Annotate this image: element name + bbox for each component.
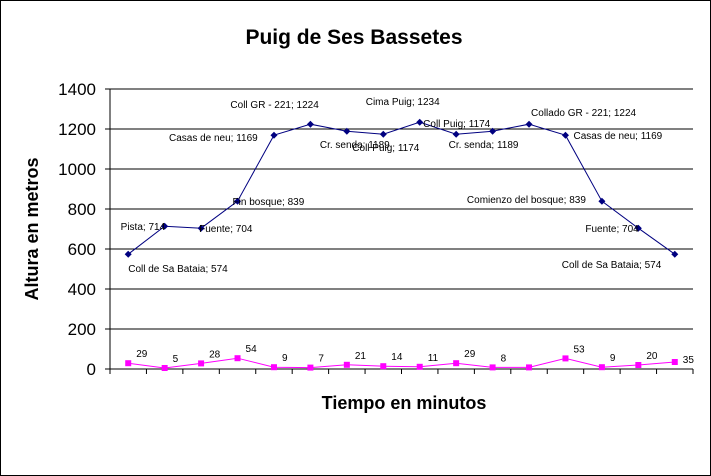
y-tick-label: 0 <box>87 360 96 379</box>
time-point <box>562 355 569 362</box>
altitude-data-label: Pista; 714 <box>121 222 166 233</box>
y-tick-label: 800 <box>68 200 96 219</box>
altitude-point <box>379 130 387 138</box>
altitude-data-label: Fuente; 704 <box>199 224 253 235</box>
altitude-point <box>525 120 533 128</box>
altitude-point <box>124 250 132 258</box>
y-tick-label: 1000 <box>58 160 96 179</box>
time-point <box>161 365 168 371</box>
altitude-point <box>343 127 351 135</box>
time-data-label: 35 <box>683 355 695 366</box>
y-tick-label: 200 <box>68 320 96 339</box>
altitude-data-label: Coll GR - 221; 1224 <box>230 100 319 111</box>
time-data-label: 53 <box>573 344 585 355</box>
time-point <box>198 360 205 367</box>
y-axis-title: Altura en metros <box>22 157 42 300</box>
altitude-point <box>270 131 278 139</box>
y-tick-label: 1400 <box>58 80 96 99</box>
altitude-point <box>489 127 497 135</box>
altitude-data-label: Fin bosque; 839 <box>233 197 305 208</box>
altitude-data-label: Coll Puig; 1174 <box>423 119 491 130</box>
altitude-point <box>416 118 424 126</box>
time-point <box>125 360 132 367</box>
time-point <box>343 361 350 368</box>
altitude-data-label: Collado GR - 221; 1224 <box>531 108 637 119</box>
y-tick-label: 1200 <box>58 120 96 139</box>
altitude-data-label: Comienzo del bosque; 839 <box>467 195 586 206</box>
time-point <box>598 364 605 371</box>
y-tick-label: 400 <box>68 280 96 299</box>
time-data-label: 11 <box>428 353 439 364</box>
time-point <box>307 364 314 371</box>
chart-title: Puig de Ses Bassetes <box>245 26 462 49</box>
plot-area <box>110 89 693 369</box>
altitude-data-label: Cima Puig; 1234 <box>366 97 440 108</box>
time-data-label: 28 <box>209 349 221 360</box>
time-data-label: 20 <box>646 351 658 362</box>
time-point <box>635 362 642 368</box>
time-point <box>380 363 387 370</box>
altitude-point <box>197 224 205 232</box>
altitude-data-label: Casas de neu; 1169 <box>169 133 258 144</box>
altitude-data-label: Cr. senda; 1189 <box>449 140 519 151</box>
time-point <box>234 355 241 362</box>
altitude-point <box>234 197 242 205</box>
altitude-data-label: Casas de neu; 1169 <box>573 131 662 142</box>
altitude-point <box>561 131 569 139</box>
time-point <box>671 359 678 365</box>
altitude-point <box>161 222 169 230</box>
time-data-label: 8 <box>501 353 507 364</box>
time-data-label: 54 <box>246 344 258 355</box>
altitude-point <box>634 224 642 232</box>
altitude-data-label: Fuente; 704 <box>585 224 639 235</box>
altitude-data-label: Coll de Sa Bataia; 574 <box>562 260 662 271</box>
altitude-data-label: Cr. senda; 1189 <box>320 140 390 151</box>
time-point <box>489 364 496 371</box>
time-data-label: 14 <box>391 352 403 363</box>
time-data-label: 29 <box>136 349 148 360</box>
altitude-data-label: Coll Puig; 1174 <box>352 143 420 154</box>
altitude-point <box>306 120 314 128</box>
time-data-label: 29 <box>464 349 476 360</box>
y-tick-label: 600 <box>68 240 96 259</box>
altitude-point <box>452 130 460 138</box>
time-point <box>453 360 460 367</box>
altitude-data-label: Coll de Sa Bataia; 574 <box>128 264 228 275</box>
altitude-point <box>671 250 679 258</box>
time-point <box>526 364 533 371</box>
altitude-point <box>598 197 606 205</box>
time-data-label: 9 <box>282 353 288 364</box>
time-data-label: 5 <box>173 354 179 365</box>
time-data-label: 9 <box>610 353 616 364</box>
altitude-series-line <box>127 121 676 255</box>
x-axis-title: Tiempo en minutos <box>322 393 487 413</box>
time-point <box>270 364 277 371</box>
time-data-label: 21 <box>355 351 367 362</box>
time-series-line <box>128 357 675 369</box>
time-point <box>416 363 423 370</box>
time-data-label: 7 <box>318 354 324 365</box>
